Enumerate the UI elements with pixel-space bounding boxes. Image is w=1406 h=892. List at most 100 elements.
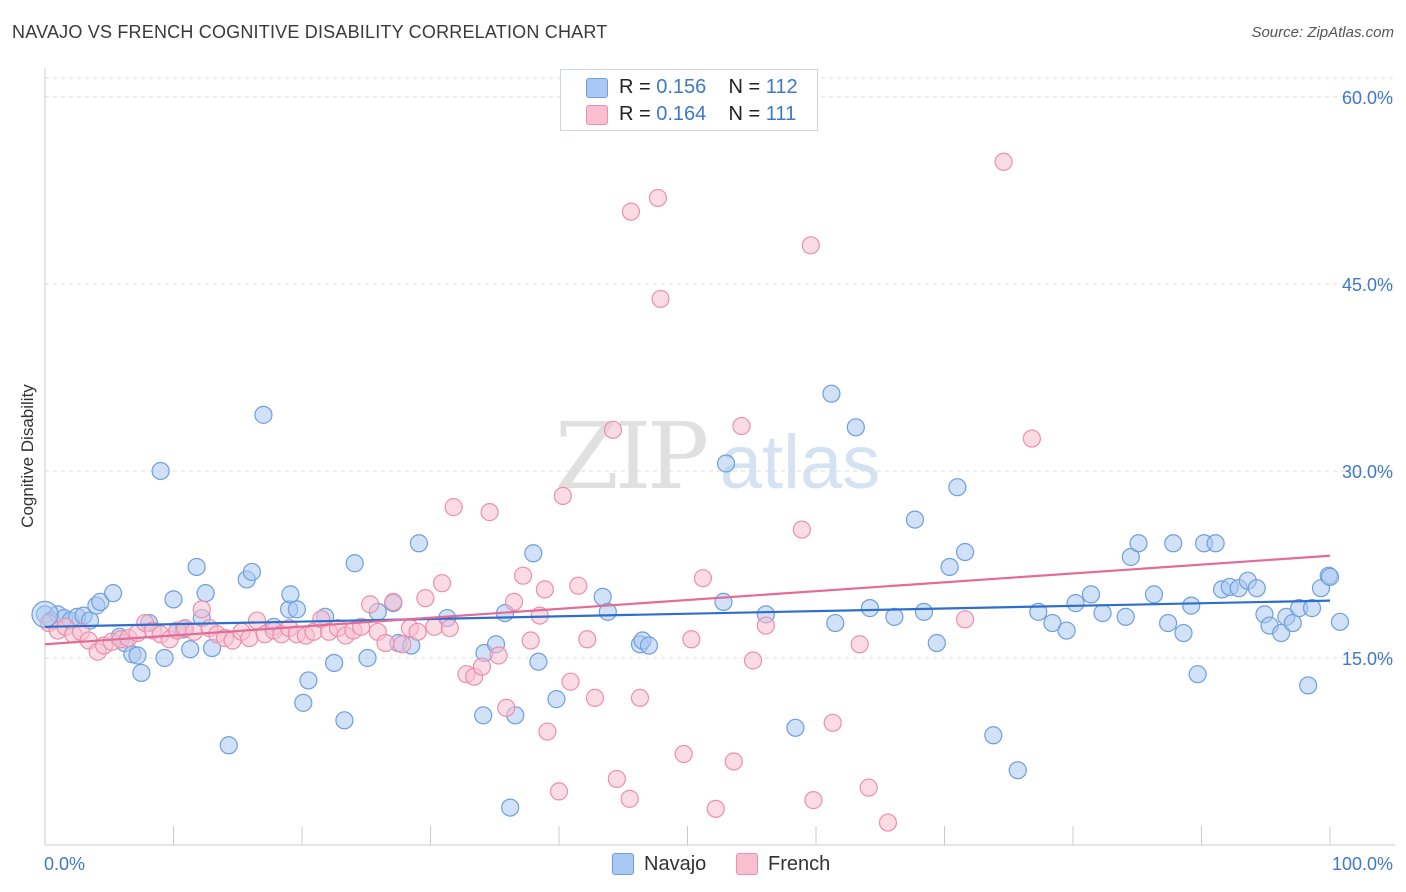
- french-point: [513, 566, 533, 585]
- french-point: [724, 752, 743, 771]
- french-trend-line: [44, 554, 1331, 646]
- navajo-point: [501, 798, 520, 817]
- french-point: [538, 722, 557, 741]
- bottom-legend-label-navajo: Navajo: [644, 852, 707, 875]
- french-point: [425, 617, 444, 636]
- navajo-point: [1008, 761, 1027, 780]
- bottom-legend-french: French: [736, 851, 830, 877]
- x-tick-label: 0.0%: [44, 854, 85, 874]
- navajo-point: [1121, 547, 1140, 567]
- french-point: [553, 486, 572, 506]
- navajo-point: [1182, 596, 1201, 615]
- navajo-point: [287, 600, 306, 619]
- navajo-point: [299, 671, 318, 690]
- navajo-point: [91, 592, 110, 611]
- navajo-point: [132, 663, 151, 683]
- french-point: [693, 569, 713, 588]
- navajo-point: [1247, 579, 1266, 598]
- navajo-point: [822, 384, 841, 403]
- watermark: ZIP atlas: [555, 403, 880, 510]
- french-point: [743, 651, 763, 670]
- legend-r-label: R =: [619, 75, 657, 98]
- french-point: [732, 416, 751, 436]
- bottom-legend-swatch-french: [736, 853, 758, 875]
- french-point: [850, 635, 869, 654]
- axes: [44, 68, 1395, 846]
- chart-title: NAVAJO VS FRENCH COGNITIVE DISABILITY CO…: [12, 22, 608, 42]
- navajo-point: [786, 718, 805, 737]
- french-point: [549, 782, 569, 801]
- navajo-point: [948, 478, 967, 497]
- navajo-point: [219, 736, 238, 755]
- navajo-point: [409, 534, 429, 553]
- french-point: [240, 628, 259, 648]
- navajo-point: [155, 648, 174, 668]
- french-point: [878, 813, 898, 832]
- legend-swatch-french: [586, 105, 608, 125]
- french-point: [674, 744, 693, 764]
- french-point: [756, 616, 775, 635]
- navajo-point: [181, 640, 200, 659]
- french-point: [480, 503, 499, 522]
- french-point: [497, 698, 516, 717]
- french-point: [535, 580, 554, 599]
- french-point: [384, 592, 403, 611]
- navajo-point: [940, 557, 959, 577]
- french-point: [416, 589, 435, 608]
- navajo-point: [524, 544, 543, 563]
- navajo-point: [1057, 621, 1076, 640]
- navajo-point: [325, 653, 344, 673]
- y-tick-label: 30.0%: [1342, 462, 1393, 482]
- french-point: [607, 769, 626, 789]
- french-point: [561, 672, 580, 691]
- navajo-point: [128, 646, 147, 665]
- french-point: [682, 630, 701, 649]
- navajo-point: [1206, 534, 1225, 553]
- french-point: [184, 622, 204, 641]
- french-point: [393, 635, 412, 654]
- tick-labels: 15.0% 30.0% 45.0% 60.0% 0.0% 100.0%: [44, 88, 1393, 874]
- french-point: [569, 576, 588, 595]
- navajo-point: [1158, 613, 1178, 633]
- french-point: [620, 789, 639, 808]
- navajo-point: [547, 690, 566, 709]
- french-point: [792, 520, 811, 539]
- navajo-point: [927, 633, 946, 653]
- navajo-point: [1081, 585, 1101, 604]
- french-point: [521, 631, 540, 650]
- french-point: [804, 791, 823, 810]
- navajo-point: [826, 613, 845, 633]
- navajo-point: [358, 648, 377, 668]
- trend-lines: [44, 554, 1331, 646]
- navajo-point: [529, 652, 548, 671]
- navajo-point: [846, 418, 865, 437]
- legend-r-value-french: 0.164: [656, 102, 707, 125]
- navajo-point: [1116, 607, 1135, 626]
- navajo-point: [716, 454, 736, 473]
- y-tick-label: 60.0%: [1342, 88, 1393, 108]
- french-point: [859, 778, 878, 797]
- french-point: [823, 713, 842, 732]
- navajo-point: [1129, 534, 1148, 553]
- legend-n-value-french: 111: [765, 102, 797, 125]
- navajo-point: [1302, 599, 1322, 618]
- navajo-point: [294, 693, 313, 712]
- y-tick-label: 45.0%: [1342, 275, 1393, 295]
- french-point: [630, 688, 650, 707]
- navajo-point: [1330, 612, 1350, 631]
- x-tick-label: 100.0%: [1332, 854, 1393, 874]
- french-point: [440, 618, 459, 638]
- y-tick-label: 15.0%: [1342, 649, 1393, 669]
- navajo-point: [1299, 676, 1318, 695]
- navajo-point: [885, 607, 904, 626]
- french-point: [489, 646, 508, 665]
- legend: R = 0.156 N = 112 R = 0.164 N = 111: [560, 69, 818, 131]
- french-point: [994, 152, 1013, 171]
- navajo-point: [187, 557, 206, 577]
- french-point: [444, 498, 463, 517]
- navajo-point: [1164, 534, 1183, 553]
- french-point: [432, 574, 452, 593]
- french-point: [408, 622, 427, 641]
- navajo-point: [281, 585, 300, 604]
